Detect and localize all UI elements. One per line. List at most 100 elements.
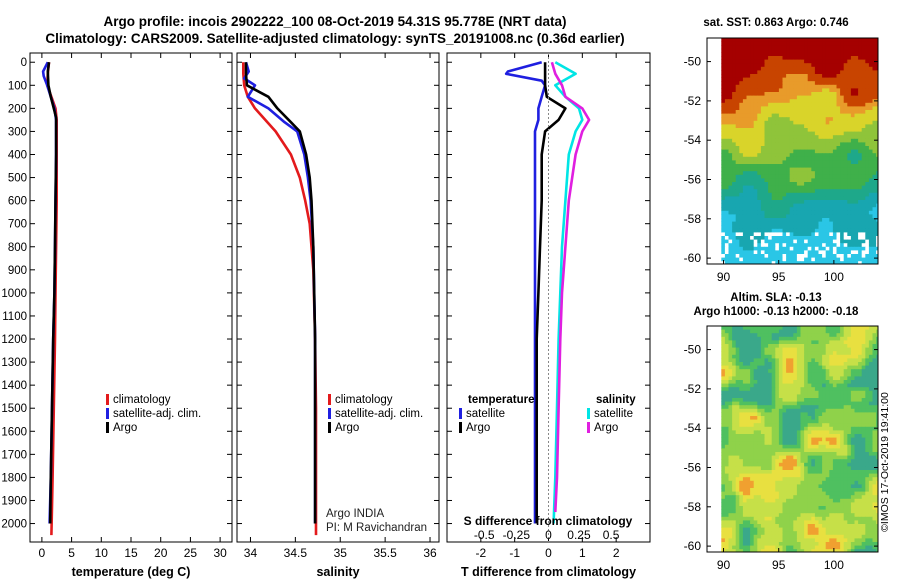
map-cell — [768, 185, 773, 190]
map-cell — [811, 128, 816, 132]
map-cell — [861, 419, 866, 424]
map-cell — [724, 164, 729, 168]
map-cell — [757, 344, 762, 348]
map-cell — [814, 182, 819, 186]
map-cell — [840, 48, 845, 53]
map-cell — [832, 347, 837, 352]
map-cell — [753, 102, 758, 107]
map-cell — [742, 225, 747, 230]
map-cell — [778, 329, 783, 334]
map-cell — [724, 74, 729, 78]
map-cell — [822, 394, 827, 399]
map-cell — [796, 52, 801, 57]
map-cell — [825, 167, 830, 172]
map-cell — [858, 340, 863, 345]
map-cell — [836, 153, 841, 158]
map-cell — [814, 459, 819, 464]
map-cell — [732, 351, 737, 356]
map-cell — [854, 131, 859, 136]
map-cell — [793, 383, 798, 388]
map-cell — [764, 221, 769, 226]
map-cell — [876, 257, 879, 262]
map-cell — [753, 232, 758, 237]
map-cell — [724, 430, 729, 435]
map-cell — [858, 131, 863, 136]
map-cell — [800, 232, 805, 237]
map-cell — [739, 419, 744, 424]
map-cell — [742, 149, 747, 154]
map-cell — [847, 142, 852, 147]
map-cell — [814, 408, 819, 413]
map-cell — [760, 182, 765, 186]
map-cell — [825, 84, 830, 89]
map-cell — [800, 243, 805, 248]
map-cell — [868, 243, 873, 248]
map-cell — [764, 448, 769, 453]
map-cell — [750, 452, 755, 456]
map-cell — [854, 174, 859, 179]
map-cell — [818, 41, 823, 46]
map-cell — [825, 156, 830, 161]
map-cell — [861, 41, 866, 46]
map-cell — [721, 92, 726, 96]
map-cell — [760, 336, 765, 341]
map-cell — [750, 394, 755, 399]
map-cell — [764, 164, 769, 168]
map-cell — [778, 448, 783, 453]
map-cell — [746, 239, 751, 244]
map-cell — [768, 210, 773, 215]
map-cell — [789, 146, 794, 150]
map-cell — [818, 232, 823, 237]
map-cell — [829, 398, 834, 402]
map-cell — [847, 189, 852, 194]
map-cell — [872, 174, 877, 179]
map-cell — [865, 405, 870, 410]
map-cell — [757, 380, 762, 384]
map-cell — [872, 329, 877, 334]
map-cell — [768, 149, 773, 154]
map-cell — [843, 203, 848, 208]
map-cell — [768, 38, 773, 42]
map-cell — [793, 448, 798, 453]
map-cell — [829, 192, 834, 197]
map-cell — [746, 437, 751, 442]
map-cell — [775, 257, 780, 262]
map-cell — [735, 372, 740, 377]
map-cell — [764, 182, 769, 186]
map-cell — [735, 59, 740, 64]
map-cell — [732, 462, 737, 467]
map-cell — [782, 228, 787, 233]
map-cell — [858, 225, 863, 230]
map-cell — [732, 84, 737, 89]
map-cell — [822, 441, 827, 446]
map-cell — [735, 92, 740, 96]
map-cell — [775, 135, 780, 140]
map-cell — [843, 452, 848, 456]
map-cell — [764, 203, 769, 208]
map-cell — [728, 102, 733, 107]
map-cell — [724, 225, 729, 230]
map-cell — [764, 351, 769, 356]
map-cell — [858, 326, 863, 330]
map-cell — [850, 408, 855, 413]
map-cell — [814, 239, 819, 244]
map-cell — [854, 142, 859, 147]
map-cell — [796, 369, 801, 374]
map-cell — [876, 214, 879, 219]
map-cell — [858, 203, 863, 208]
map-cell — [829, 473, 834, 478]
map-cell — [728, 189, 733, 194]
map-cell — [757, 142, 762, 147]
map-cell — [872, 102, 877, 107]
map-cell — [858, 41, 863, 46]
map-cell — [757, 423, 762, 428]
map-cell — [832, 178, 837, 183]
map-cell — [728, 257, 733, 262]
map-cell — [757, 171, 762, 176]
map-cell — [786, 74, 791, 78]
map-cell — [825, 171, 830, 176]
map-cell — [829, 261, 834, 265]
map-cell — [724, 81, 729, 86]
map-cell — [807, 462, 812, 467]
map-cell — [836, 401, 841, 406]
